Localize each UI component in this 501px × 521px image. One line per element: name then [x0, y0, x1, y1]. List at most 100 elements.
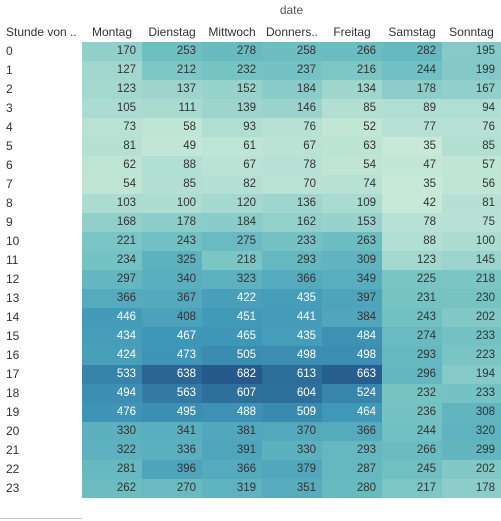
heatmap-cell[interactable]: 309 — [322, 251, 382, 270]
heatmap-cell[interactable]: 88 — [382, 232, 442, 251]
heatmap-cell[interactable]: 168 — [82, 213, 142, 232]
heatmap-cell[interactable]: 194 — [442, 365, 501, 384]
heatmap-cell[interactable]: 435 — [262, 327, 322, 346]
heatmap-cell[interactable]: 74 — [322, 175, 382, 194]
heatmap-cell[interactable]: 435 — [262, 289, 322, 308]
heatmap-cell[interactable]: 100 — [442, 232, 501, 251]
heatmap-cell[interactable]: 61 — [202, 137, 262, 156]
heatmap-cell[interactable]: 58 — [142, 118, 202, 137]
heatmap-cell[interactable]: 563 — [142, 384, 202, 403]
heatmap-cell[interactable]: 178 — [142, 213, 202, 232]
heatmap-cell[interactable]: 323 — [202, 270, 262, 289]
heatmap-cell[interactable]: 293 — [322, 441, 382, 460]
heatmap-cell[interactable]: 266 — [382, 441, 442, 460]
heatmap-cell[interactable]: 379 — [262, 460, 322, 479]
heatmap-cell[interactable]: 287 — [322, 460, 382, 479]
heatmap-cell[interactable]: 62 — [82, 156, 142, 175]
heatmap-cell[interactable]: 76 — [262, 118, 322, 137]
heatmap-cell[interactable]: 70 — [262, 175, 322, 194]
heatmap-cell[interactable]: 85 — [442, 137, 501, 156]
heatmap-cell[interactable]: 85 — [322, 99, 382, 118]
heatmap-cell[interactable]: 67 — [202, 156, 262, 175]
heatmap-cell[interactable]: 103 — [82, 194, 142, 213]
heatmap-cell[interactable]: 195 — [442, 42, 501, 61]
heatmap-cell[interactable]: 120 — [202, 194, 262, 213]
heatmap-cell[interactable]: 509 — [262, 403, 322, 422]
heatmap-cell[interactable]: 467 — [142, 327, 202, 346]
heatmap-cell[interactable]: 134 — [322, 80, 382, 99]
heatmap-cell[interactable]: 77 — [382, 118, 442, 137]
heatmap-cell[interactable]: 78 — [262, 156, 322, 175]
heatmap-cell[interactable]: 349 — [322, 270, 382, 289]
heatmap-cell[interactable]: 464 — [322, 403, 382, 422]
heatmap-cell[interactable]: 613 — [262, 365, 322, 384]
heatmap-cell[interactable]: 202 — [442, 460, 501, 479]
heatmap-cell[interactable]: 212 — [142, 61, 202, 80]
heatmap-cell[interactable]: 325 — [142, 251, 202, 270]
heatmap-cell[interactable]: 351 — [262, 479, 322, 498]
heatmap-cell[interactable]: 230 — [442, 289, 501, 308]
heatmap-cell[interactable]: 266 — [322, 42, 382, 61]
column-header[interactable]: Montag — [91, 25, 133, 39]
heatmap-cell[interactable]: 233 — [442, 384, 501, 403]
heatmap-cell[interactable]: 381 — [202, 422, 262, 441]
heatmap-cell[interactable]: 274 — [382, 327, 442, 346]
heatmap-cell[interactable]: 446 — [82, 308, 142, 327]
heatmap-cell[interactable]: 73 — [82, 118, 142, 137]
heatmap-cell[interactable]: 341 — [142, 422, 202, 441]
heatmap-cell[interactable]: 82 — [202, 175, 262, 194]
heatmap-cell[interactable]: 184 — [262, 80, 322, 99]
heatmap-cell[interactable]: 199 — [442, 61, 501, 80]
heatmap-cell[interactable]: 495 — [142, 403, 202, 422]
heatmap-cell[interactable]: 145 — [442, 251, 501, 270]
heatmap-cell[interactable]: 233 — [262, 232, 322, 251]
heatmap-cell[interactable]: 280 — [322, 479, 382, 498]
heatmap-cell[interactable]: 330 — [262, 441, 322, 460]
heatmap-cell[interactable]: 35 — [382, 175, 442, 194]
heatmap-cell[interactable]: 234 — [82, 251, 142, 270]
heatmap-cell[interactable]: 57 — [442, 156, 501, 175]
heatmap-cell[interactable]: 76 — [442, 118, 501, 137]
heatmap-cell[interactable]: 384 — [322, 308, 382, 327]
heatmap-cell[interactable]: 296 — [382, 365, 442, 384]
heatmap-cell[interactable]: 123 — [382, 251, 442, 270]
heatmap-cell[interactable]: 604 — [262, 384, 322, 403]
heatmap-cell[interactable]: 263 — [322, 232, 382, 251]
heatmap-cell[interactable]: 162 — [262, 213, 322, 232]
heatmap-cell[interactable]: 137 — [142, 80, 202, 99]
heatmap-cell[interactable]: 282 — [382, 42, 442, 61]
heatmap-cell[interactable]: 422 — [202, 289, 262, 308]
heatmap-cell[interactable]: 262 — [82, 479, 142, 498]
heatmap-cell[interactable]: 123 — [82, 80, 142, 99]
heatmap-cell[interactable]: 488 — [202, 403, 262, 422]
heatmap-cell[interactable]: 330 — [82, 422, 142, 441]
heatmap-cell[interactable]: 308 — [442, 403, 501, 422]
heatmap-cell[interactable]: 35 — [382, 137, 442, 156]
heatmap-cell[interactable]: 473 — [142, 346, 202, 365]
heatmap-cell[interactable]: 202 — [442, 308, 501, 327]
heatmap-cell[interactable]: 278 — [202, 42, 262, 61]
heatmap-cell[interactable]: 184 — [202, 213, 262, 232]
heatmap-cell[interactable]: 49 — [142, 137, 202, 156]
heatmap-cell[interactable]: 127 — [82, 61, 142, 80]
heatmap-cell[interactable]: 221 — [82, 232, 142, 251]
heatmap-cell[interactable]: 78 — [382, 213, 442, 232]
heatmap-cell[interactable]: 397 — [322, 289, 382, 308]
column-header[interactable]: Dienstag — [148, 25, 196, 39]
heatmap-cell[interactable]: 56 — [442, 175, 501, 194]
heatmap-cell[interactable]: 638 — [142, 365, 202, 384]
heatmap-cell[interactable]: 366 — [322, 422, 382, 441]
heatmap-cell[interactable]: 370 — [262, 422, 322, 441]
heatmap-cell[interactable]: 217 — [382, 479, 442, 498]
heatmap-cell[interactable]: 336 — [142, 441, 202, 460]
heatmap-cell[interactable]: 75 — [442, 213, 501, 232]
heatmap-cell[interactable]: 63 — [322, 137, 382, 156]
heatmap-cell[interactable]: 366 — [202, 460, 262, 479]
heatmap-cell[interactable]: 396 — [142, 460, 202, 479]
heatmap-cell[interactable]: 434 — [82, 327, 142, 346]
heatmap-cell[interactable]: 297 — [82, 270, 142, 289]
heatmap-cell[interactable]: 233 — [442, 327, 501, 346]
heatmap-cell[interactable]: 243 — [142, 232, 202, 251]
heatmap-cell[interactable]: 67 — [262, 137, 322, 156]
heatmap-cell[interactable]: 89 — [382, 99, 442, 118]
